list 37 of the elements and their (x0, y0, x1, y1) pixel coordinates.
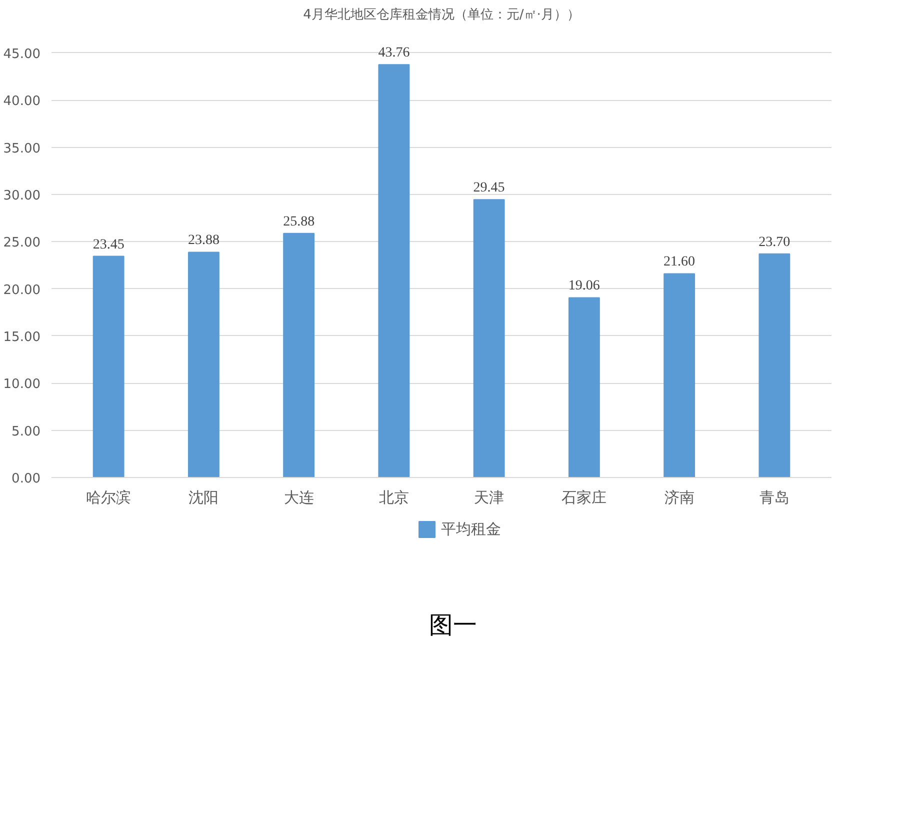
x-tick-label: 天津 (474, 488, 504, 506)
data-label: 21.60 (664, 254, 696, 270)
text: 图一 (429, 612, 477, 641)
bar (758, 253, 790, 478)
data-label: 23.45 (92, 237, 124, 252)
x-tick-label: 石家庄 (562, 488, 607, 506)
y-tick-label: 40.00 (3, 94, 40, 110)
data-label: 19.06 (568, 278, 600, 294)
y-tick-label: 30.00 (3, 188, 40, 204)
bar (92, 256, 124, 478)
y-tick-label: 10.00 (3, 377, 40, 392)
x-tick-label: 沈阳 (188, 488, 219, 506)
bar (473, 199, 505, 478)
data-label: 25.88 (283, 214, 315, 230)
y-tick-label: 45.00 (3, 46, 40, 62)
y-tick-label: 25.00 (3, 236, 40, 251)
y-tick-label: 35.00 (3, 141, 40, 156)
y-tick-label: 0.00 (12, 472, 41, 486)
data-label: 43.76 (378, 46, 410, 61)
y-tick-label: 15.00 (3, 330, 40, 345)
bar (188, 252, 220, 478)
x-tick-label: 大连 (284, 488, 314, 506)
bar (568, 297, 600, 478)
y-tick-label: 5.00 (12, 424, 41, 440)
data-label: 23.70 (758, 234, 790, 250)
bar (378, 64, 410, 478)
bar (283, 232, 315, 478)
x-tick-label: 哈尔滨 (86, 488, 132, 506)
chart-title: 4月华北地区仓库租金情况（单位：元/㎡·月）） (303, 8, 580, 22)
x-tick-label: 济南 (664, 488, 694, 506)
data-label: 23.88 (188, 233, 220, 248)
data-label: 29.45 (473, 180, 505, 196)
x-tick-label: 北京 (378, 488, 409, 506)
y-tick-label: 20.00 (3, 282, 40, 298)
x-tick-label: 青岛 (759, 488, 790, 506)
bar (664, 273, 696, 478)
legend-label: 平均租金 (441, 520, 501, 538)
